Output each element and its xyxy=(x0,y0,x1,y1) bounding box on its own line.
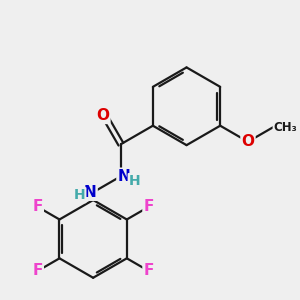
Text: O: O xyxy=(242,134,254,149)
Text: O: O xyxy=(96,108,110,123)
Text: F: F xyxy=(143,263,154,278)
Text: N: N xyxy=(118,169,130,184)
Text: CH₃: CH₃ xyxy=(273,121,297,134)
Text: F: F xyxy=(32,199,43,214)
Text: F: F xyxy=(143,199,154,214)
Text: F: F xyxy=(32,263,43,278)
Text: N: N xyxy=(84,185,97,200)
Text: H: H xyxy=(74,188,85,202)
Text: H: H xyxy=(129,174,140,188)
